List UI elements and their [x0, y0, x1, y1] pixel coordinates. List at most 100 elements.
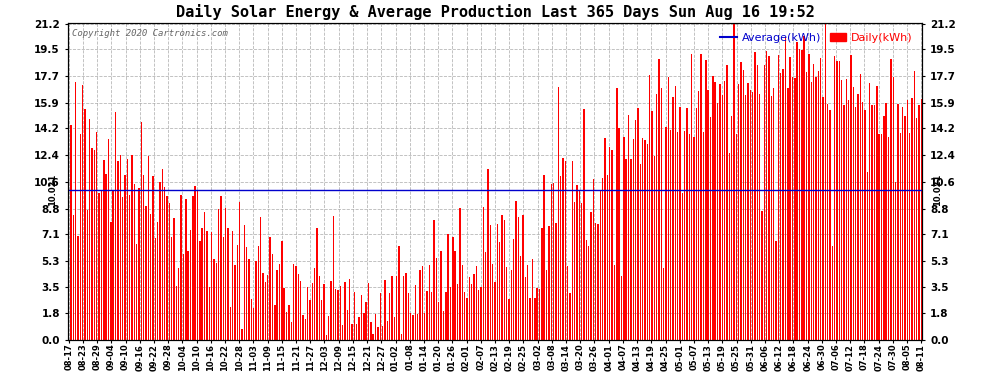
Bar — [564, 161, 566, 339]
Bar — [588, 246, 589, 339]
Bar — [360, 295, 362, 339]
Bar — [239, 202, 241, 339]
Bar — [719, 84, 721, 339]
Bar — [468, 277, 470, 339]
Bar — [497, 224, 498, 339]
Bar — [820, 58, 822, 339]
Bar — [127, 159, 128, 339]
Bar — [250, 299, 252, 339]
Bar — [475, 266, 477, 339]
Bar — [449, 287, 451, 339]
Bar — [305, 319, 306, 339]
Bar — [246, 247, 248, 339]
Bar — [281, 241, 282, 339]
Bar — [176, 286, 177, 339]
Bar — [157, 222, 158, 339]
Bar — [759, 93, 760, 339]
Bar — [593, 178, 594, 339]
Bar — [567, 266, 568, 339]
Bar — [98, 193, 100, 339]
Bar — [804, 36, 805, 339]
Bar — [211, 232, 212, 339]
Bar — [161, 169, 163, 339]
Bar — [612, 150, 613, 339]
Bar — [763, 65, 765, 339]
Bar — [586, 240, 587, 339]
Bar — [766, 51, 767, 339]
Bar — [461, 266, 463, 339]
Bar — [230, 306, 231, 339]
Bar — [248, 259, 249, 339]
Bar — [895, 182, 896, 339]
Bar — [209, 287, 210, 339]
Bar — [487, 169, 489, 339]
Bar — [513, 239, 515, 339]
Bar — [283, 288, 285, 339]
Bar — [778, 56, 779, 339]
Bar — [129, 195, 131, 339]
Bar — [689, 134, 690, 339]
Bar — [911, 98, 913, 339]
Bar — [552, 183, 554, 339]
Bar — [607, 175, 608, 339]
Bar — [897, 104, 899, 339]
Bar — [420, 270, 421, 339]
Bar — [576, 185, 578, 339]
Bar — [663, 268, 664, 339]
Bar — [276, 270, 278, 339]
Bar — [180, 195, 182, 339]
Bar — [782, 69, 784, 339]
Bar — [770, 96, 772, 339]
Bar — [384, 280, 386, 339]
Bar — [288, 305, 289, 339]
Bar — [185, 199, 186, 339]
Bar — [408, 293, 409, 339]
Bar — [149, 214, 151, 339]
Bar — [113, 190, 114, 339]
Bar — [94, 150, 95, 339]
Bar — [368, 283, 369, 339]
Bar — [667, 77, 669, 339]
Bar — [237, 244, 238, 339]
Bar — [454, 251, 455, 339]
Bar — [578, 190, 580, 339]
Bar — [117, 161, 119, 339]
Bar — [452, 237, 453, 339]
Bar — [192, 196, 193, 339]
Bar — [518, 217, 519, 339]
Bar — [326, 335, 327, 339]
Bar — [232, 231, 234, 339]
Bar — [173, 218, 175, 339]
Bar — [70, 124, 71, 339]
Bar — [267, 275, 268, 339]
Bar — [340, 285, 342, 339]
Bar — [537, 288, 538, 339]
Bar — [638, 108, 639, 339]
Bar — [108, 139, 109, 339]
Bar — [797, 42, 798, 339]
Bar — [132, 155, 133, 339]
Bar — [405, 273, 407, 339]
Bar — [257, 246, 259, 339]
Bar — [242, 329, 243, 339]
Bar — [124, 175, 126, 339]
Bar — [866, 172, 868, 339]
Bar — [298, 274, 299, 339]
Bar — [464, 292, 465, 339]
Bar — [658, 59, 659, 339]
Bar — [290, 322, 292, 339]
Bar — [309, 300, 311, 339]
Bar — [871, 105, 873, 339]
Bar — [520, 256, 522, 339]
Bar — [677, 132, 678, 339]
Bar — [916, 118, 918, 339]
Bar — [780, 73, 781, 339]
Bar — [837, 61, 838, 339]
Bar — [679, 106, 681, 339]
Bar — [375, 314, 376, 339]
Bar — [96, 132, 97, 339]
Bar — [295, 266, 297, 339]
Bar — [693, 137, 695, 339]
Bar — [293, 264, 294, 339]
Bar — [499, 242, 500, 339]
